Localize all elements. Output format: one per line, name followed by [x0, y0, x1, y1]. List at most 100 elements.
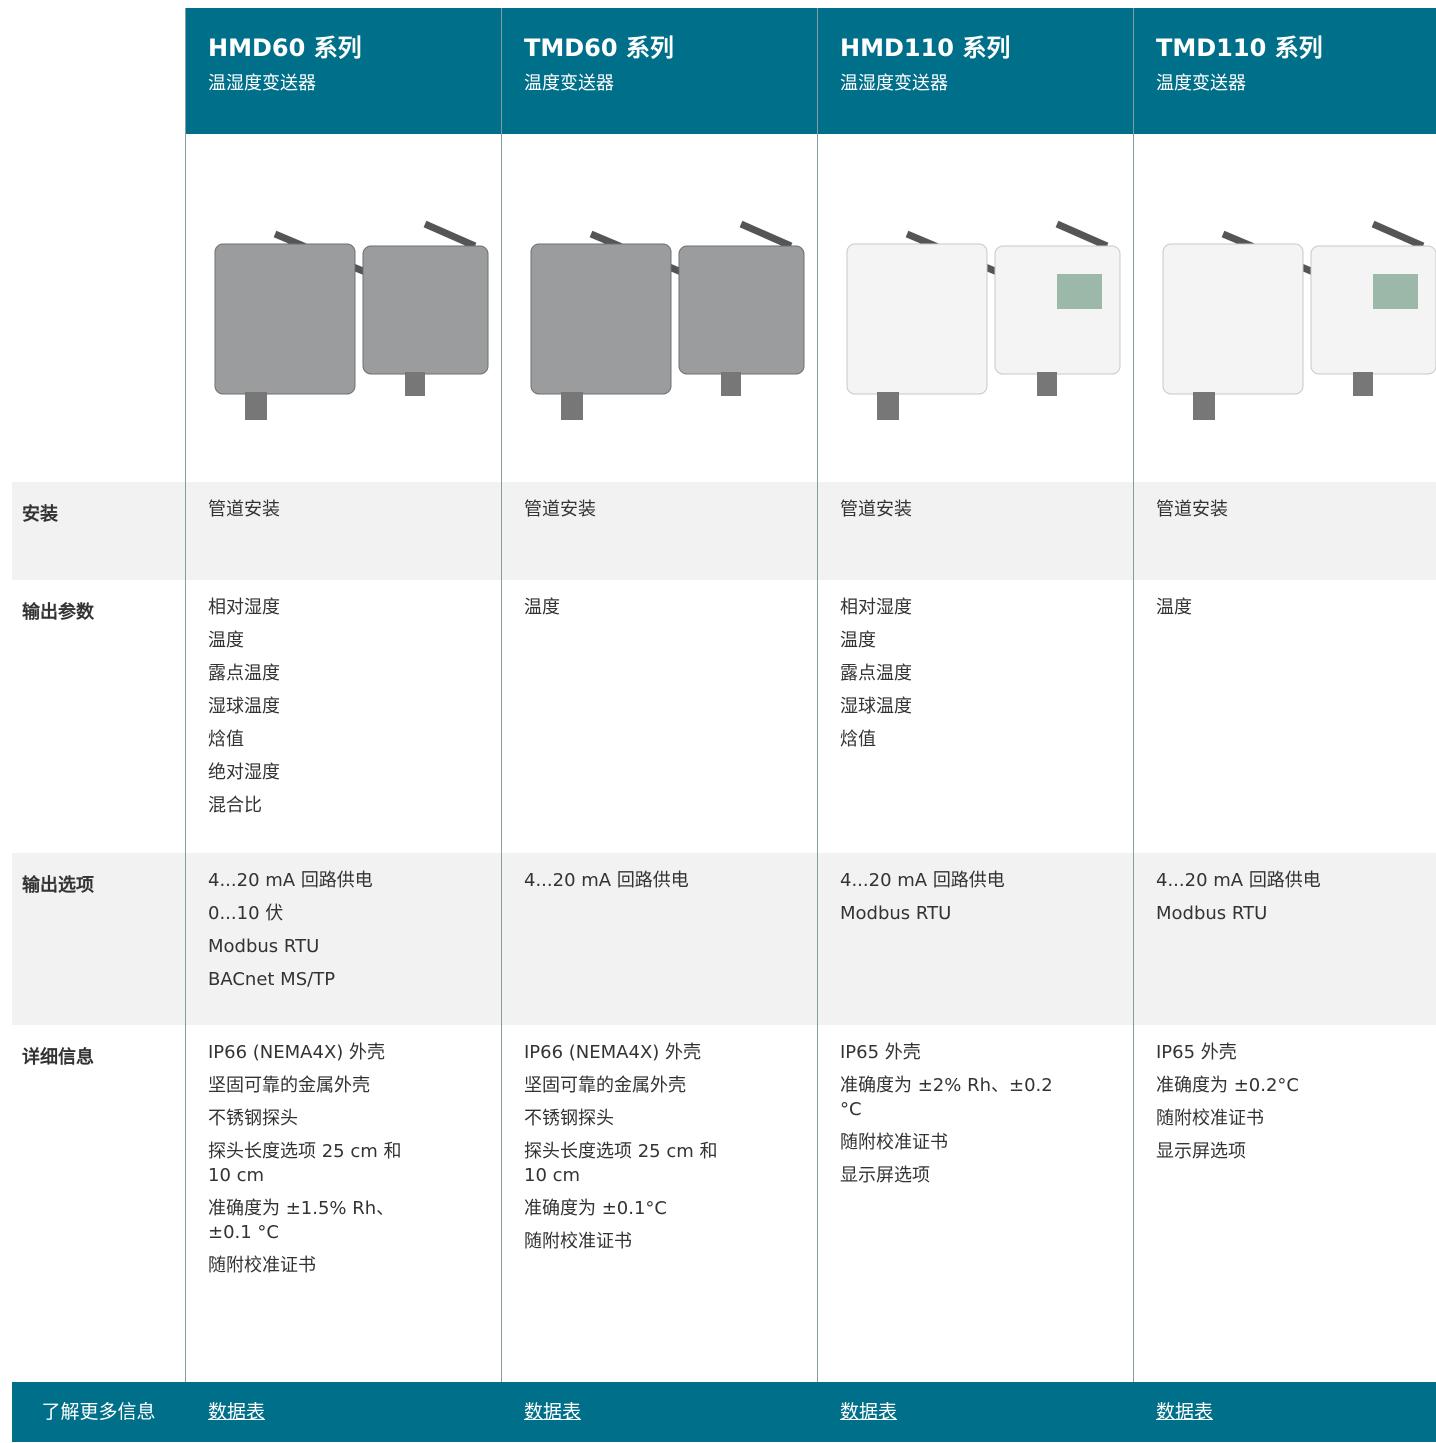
product-photo: [214, 220, 489, 420]
cell: IP65 外壳准确度为 ±2% Rh、±0.2 °C 随附校准证书 显示屏选项: [817, 1025, 1133, 1213]
product-header: HMD60 系列温湿度变送器: [185, 8, 501, 134]
cell: 相对湿度温度露点温度湿球温度焓值: [817, 580, 1133, 777]
cell-line: 准确度为 ±0.2°C: [1156, 1075, 1299, 1096]
cell-line: 湿球温度: [840, 696, 912, 717]
product-header: TMD60 系列温度变送器: [501, 8, 817, 134]
cell: 4...20 mA 回路供电 Modbus RTU: [1133, 853, 1436, 951]
cell: 管道安装: [185, 482, 501, 547]
cell: 温度: [1133, 580, 1436, 645]
cell-line: 温度: [1156, 597, 1192, 618]
product-image: [817, 134, 1133, 482]
column-divider: [817, 8, 818, 1442]
cell: 管道安装: [817, 482, 1133, 547]
product-image: [1133, 134, 1436, 482]
cell-line: 温度: [840, 630, 876, 651]
footer-bar: [12, 1382, 1436, 1442]
cell-line: 准确度为 ±1.5% Rh、±0.1 °C: [208, 1198, 395, 1243]
cell-line: 准确度为 ±2% Rh、±0.2 °C: [840, 1075, 1053, 1120]
row-label: 输出参数: [22, 602, 94, 623]
cell-line: 焓值: [840, 729, 876, 750]
cell-line: Modbus RTU: [208, 936, 320, 957]
cell-line: IP65 外壳: [1156, 1042, 1237, 1063]
cell-line: 坚固可靠的金属外壳: [208, 1075, 370, 1096]
product-subtitle: 温湿度变送器: [208, 73, 316, 94]
cell-line: 4...20 mA 回路供电: [208, 870, 373, 891]
row-label: 详细信息: [22, 1047, 94, 1068]
product-image: [185, 134, 501, 482]
cell: 4...20 mA 回路供电 Modbus RTU: [817, 853, 1133, 951]
cell-line: 坚固可靠的金属外壳: [524, 1075, 686, 1096]
product-subtitle: 温度变送器: [524, 73, 614, 94]
cell-line: 混合比: [208, 795, 262, 816]
cell-line: 4...20 mA 回路供电: [840, 870, 1005, 891]
product-photo: [1162, 220, 1436, 420]
cell-line: 准确度为 ±0.1°C: [524, 1198, 667, 1219]
cell-line: 随附校准证书: [524, 1231, 632, 1252]
cell-line: 显示屏选项: [840, 1165, 930, 1186]
product-title: HMD60 系列: [208, 34, 362, 62]
cell-line: Modbus RTU: [840, 903, 952, 924]
datasheet-link[interactable]: 数据表: [1156, 1401, 1214, 1423]
column-divider: [185, 8, 186, 1442]
cell-line: 温度: [208, 630, 244, 651]
cell-line: 湿球温度: [208, 696, 280, 717]
cell: IP66 (NEMA4X) 外壳 坚固可靠的金属外壳 不锈钢探头探头长度选项 25 …: [185, 1025, 501, 1303]
cell-line: 管道安装: [524, 499, 596, 520]
footer-cell: 数据表: [1133, 1382, 1436, 1442]
cell-line: 焓值: [208, 729, 244, 750]
cell: 4...20 mA 回路供电 0...10 伏 Modbus RTU BACnet M…: [185, 853, 501, 1017]
cell: IP65 外壳准确度为 ±0.2°C 随附校准证书 显示屏选项: [1133, 1025, 1436, 1189]
cell: 管道安装: [1133, 482, 1436, 547]
column-divider: [1133, 8, 1134, 1442]
cell-line: 绝对湿度: [208, 762, 280, 783]
cell-line: 相对湿度: [208, 597, 280, 618]
cell-line: 露点温度: [840, 663, 912, 684]
cell: 4...20 mA 回路供电: [501, 853, 817, 918]
cell-line: 探头长度选项 25 cm 和 10 cm: [208, 1141, 402, 1186]
datasheet-link[interactable]: 数据表: [208, 1401, 266, 1423]
row-label: 输出选项: [22, 875, 94, 896]
row-label: 安装: [22, 504, 58, 525]
cell-line: 4...20 mA 回路供电: [524, 870, 689, 891]
cell-line: 随附校准证书: [840, 1132, 948, 1153]
cell: 温度: [501, 580, 817, 645]
cell-line: 不锈钢探头: [208, 1108, 298, 1129]
footer-cell: 数据表: [817, 1382, 1133, 1442]
cell-line: IP66 (NEMA4X) 外壳: [524, 1042, 702, 1063]
product-photo: [530, 220, 805, 420]
row-background: [12, 482, 1436, 580]
cell: 管道安装: [501, 482, 817, 547]
cell-line: 管道安装: [840, 499, 912, 520]
product-image: [501, 134, 817, 482]
column-divider: [501, 8, 502, 1442]
product-header: HMD110 系列温湿度变送器: [817, 8, 1133, 134]
product-header: TMD110 系列温度变送器: [1133, 8, 1436, 134]
cell-line: 温度: [524, 597, 560, 618]
product-photo: [846, 220, 1121, 420]
footer-cell: 数据表: [501, 1382, 817, 1442]
cell-line: 相对湿度: [840, 597, 912, 618]
cell-line: IP66 (NEMA4X) 外壳: [208, 1042, 386, 1063]
datasheet-link[interactable]: 数据表: [840, 1401, 898, 1423]
cell-line: Modbus RTU: [1156, 903, 1268, 924]
cell-line: 探头长度选项 25 cm 和 10 cm: [524, 1141, 718, 1186]
cell-line: 4...20 mA 回路供电: [1156, 870, 1321, 891]
product-title: HMD110 系列: [840, 34, 1011, 62]
footer-label: 了解更多信息: [41, 1401, 156, 1423]
cell-line: BACnet MS/TP: [208, 969, 336, 990]
cell-line: 露点温度: [208, 663, 280, 684]
cell: 相对湿度温度露点温度湿球温度焓值绝对湿度混合比: [185, 580, 501, 843]
footer-cell: 数据表: [185, 1382, 501, 1442]
product-subtitle: 温度变送器: [1156, 73, 1246, 94]
row-background: [12, 853, 1436, 1025]
cell-line: IP65 外壳: [840, 1042, 921, 1063]
cell-line: 0...10 伏: [208, 903, 284, 924]
cell: IP66 (NEMA4X) 外壳 坚固可靠的金属外壳 不锈钢探头 探头长度选项 25 …: [501, 1025, 817, 1279]
datasheet-link[interactable]: 数据表: [524, 1401, 582, 1423]
cell-line: 随附校准证书: [1156, 1108, 1264, 1129]
product-subtitle: 温湿度变送器: [840, 73, 948, 94]
cell-line: 显示屏选项: [1156, 1141, 1246, 1162]
product-title: TMD60 系列: [524, 34, 674, 62]
product-title: TMD110 系列: [1156, 34, 1323, 62]
